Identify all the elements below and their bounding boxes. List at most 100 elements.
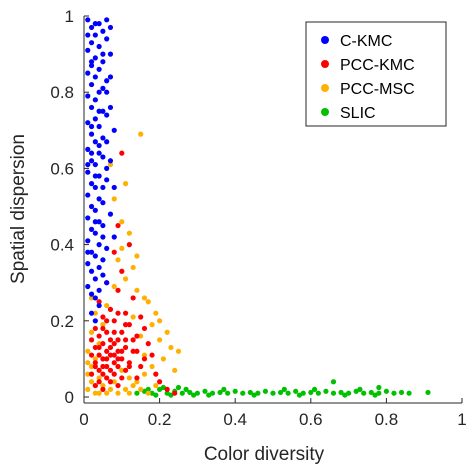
point-c-kmc bbox=[92, 116, 98, 122]
point-pcc-msc bbox=[96, 341, 102, 347]
point-pcc-msc bbox=[138, 131, 144, 137]
point-pcc-kmc bbox=[100, 371, 106, 377]
point-c-kmc bbox=[92, 207, 98, 213]
point-pcc-msc bbox=[122, 386, 129, 392]
point-pcc-kmc bbox=[96, 299, 102, 305]
point-c-kmc bbox=[96, 66, 102, 72]
point-c-kmc bbox=[111, 127, 117, 133]
point-c-kmc bbox=[85, 283, 91, 290]
point-pcc-kmc bbox=[111, 371, 117, 377]
point-pcc-kmc bbox=[111, 329, 117, 335]
legend-marker-pcc-msc bbox=[321, 84, 329, 92]
point-slic bbox=[383, 388, 389, 394]
point-c-kmc bbox=[96, 21, 102, 27]
point-slic bbox=[270, 390, 276, 396]
point-pcc-msc bbox=[126, 230, 132, 236]
point-slic bbox=[376, 384, 382, 391]
point-pcc-msc bbox=[107, 161, 114, 168]
point-c-kmc bbox=[104, 139, 110, 145]
legend-label-pcc-kmc: PCC-KMC bbox=[340, 57, 415, 74]
point-c-kmc bbox=[88, 268, 95, 274]
point-pcc-kmc bbox=[119, 329, 125, 335]
point-pcc-kmc bbox=[134, 348, 140, 354]
point-pcc-kmc bbox=[145, 341, 151, 347]
point-pcc-kmc bbox=[100, 314, 106, 320]
point-pcc-kmc bbox=[111, 341, 117, 347]
point-c-kmc bbox=[104, 177, 110, 183]
point-c-kmc bbox=[100, 257, 106, 263]
y-tick-label: 0.2 bbox=[50, 312, 74, 331]
x-tick-label: 0.2 bbox=[148, 410, 172, 429]
point-c-kmc bbox=[107, 51, 114, 57]
point-pcc-kmc bbox=[96, 352, 102, 358]
point-pcc-msc bbox=[130, 382, 136, 389]
point-pcc-msc bbox=[157, 318, 163, 324]
point-slic bbox=[372, 392, 378, 398]
point-pcc-kmc bbox=[88, 337, 95, 343]
point-c-kmc bbox=[88, 59, 95, 65]
point-pcc-msc bbox=[100, 382, 106, 389]
legend-marker-slic bbox=[321, 108, 329, 116]
point-pcc-kmc bbox=[119, 268, 125, 274]
point-slic bbox=[153, 392, 159, 398]
point-pcc-kmc bbox=[119, 375, 125, 381]
point-pcc-kmc bbox=[130, 295, 136, 301]
point-c-kmc bbox=[92, 173, 98, 179]
point-c-kmc bbox=[88, 150, 95, 156]
point-pcc-kmc bbox=[107, 337, 114, 343]
point-pcc-msc bbox=[104, 302, 110, 309]
point-c-kmc bbox=[104, 112, 110, 118]
point-slic bbox=[293, 388, 299, 394]
point-pcc-kmc bbox=[115, 356, 121, 362]
point-pcc-msc bbox=[88, 379, 95, 385]
point-c-kmc bbox=[96, 173, 102, 179]
point-pcc-msc bbox=[141, 371, 148, 377]
point-c-kmc bbox=[85, 261, 91, 267]
point-slic bbox=[361, 390, 367, 396]
point-slic bbox=[281, 386, 287, 392]
point-c-kmc bbox=[96, 142, 102, 149]
point-slic bbox=[330, 379, 337, 385]
point-pcc-msc bbox=[88, 329, 95, 335]
point-pcc-kmc bbox=[115, 310, 121, 316]
legend: C-KMC PCC-KMC PCC-MSC SLIC bbox=[305, 21, 447, 127]
point-pcc-msc bbox=[119, 367, 125, 373]
point-c-kmc bbox=[85, 70, 91, 76]
point-slic bbox=[308, 389, 314, 396]
point-c-kmc bbox=[100, 59, 106, 65]
point-pcc-kmc bbox=[153, 371, 159, 377]
point-pcc-kmc bbox=[126, 322, 132, 328]
point-slic bbox=[315, 390, 321, 396]
point-c-kmc bbox=[107, 211, 114, 217]
point-c-kmc bbox=[88, 226, 95, 232]
axes: 0 0.2 0.4 0.6 0.8 1 0 0.2 0.4 0.6 0.8 1 bbox=[50, 7, 466, 429]
point-c-kmc bbox=[100, 272, 106, 278]
point-c-kmc bbox=[88, 181, 95, 187]
point-pcc-msc bbox=[164, 329, 170, 335]
point-slic bbox=[134, 390, 140, 396]
point-pcc-kmc bbox=[134, 375, 140, 381]
point-pcc-msc bbox=[115, 257, 121, 263]
point-pcc-msc bbox=[134, 287, 140, 293]
point-pcc-kmc bbox=[100, 341, 106, 347]
point-c-kmc bbox=[88, 131, 95, 137]
point-c-kmc bbox=[88, 81, 95, 88]
point-pcc-kmc bbox=[96, 344, 102, 351]
point-pcc-kmc bbox=[104, 329, 110, 335]
point-pcc-kmc bbox=[104, 348, 110, 354]
point-c-kmc bbox=[85, 238, 91, 244]
point-pcc-msc bbox=[111, 283, 117, 290]
point-pcc-kmc bbox=[111, 318, 117, 324]
point-slic bbox=[179, 390, 185, 396]
y-tick-label: 0.4 bbox=[50, 236, 74, 255]
point-pcc-msc bbox=[92, 356, 98, 362]
point-c-kmc bbox=[96, 150, 102, 156]
legend-marker-c-kmc bbox=[321, 36, 329, 44]
point-slic bbox=[202, 388, 208, 394]
point-c-kmc bbox=[92, 55, 98, 61]
point-c-kmc bbox=[92, 230, 98, 236]
point-pcc-kmc bbox=[164, 386, 170, 392]
x-tick-label: 0.4 bbox=[223, 410, 247, 429]
point-pcc-msc bbox=[104, 390, 110, 396]
point-c-kmc bbox=[92, 139, 98, 145]
